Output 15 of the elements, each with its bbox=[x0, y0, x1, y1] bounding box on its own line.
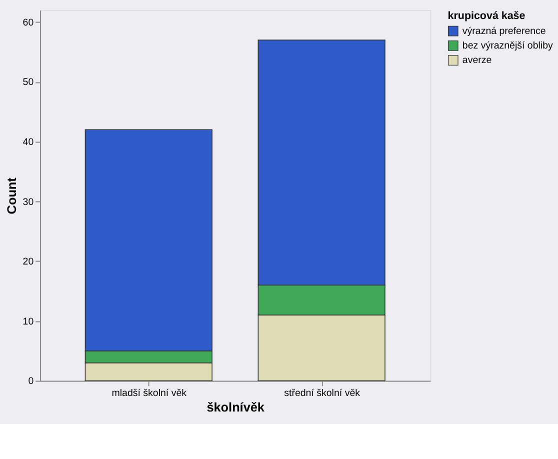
y-tick-label: 20 bbox=[22, 256, 34, 268]
y-tick-label: 40 bbox=[22, 137, 34, 148]
y-tick-label: 0 bbox=[28, 376, 34, 388]
legend-label: bez výraznější obliby bbox=[462, 40, 554, 52]
y-axis-title: Count bbox=[4, 176, 19, 214]
x-tick-label: střední školní věk bbox=[284, 388, 360, 399]
y-tick-label: 50 bbox=[22, 77, 34, 88]
legend-label: výrazná preference bbox=[462, 26, 546, 37]
y-tick-label: 10 bbox=[22, 316, 34, 328]
legend-title: krupicová kaše bbox=[448, 10, 526, 22]
y-tick-label: 30 bbox=[22, 196, 34, 208]
legend-label: averze bbox=[462, 55, 492, 66]
x-axis-title: školnívěk bbox=[206, 400, 266, 414]
y-tick-label: 60 bbox=[22, 17, 34, 28]
x-tick-label: mladší školní věk bbox=[112, 388, 187, 399]
